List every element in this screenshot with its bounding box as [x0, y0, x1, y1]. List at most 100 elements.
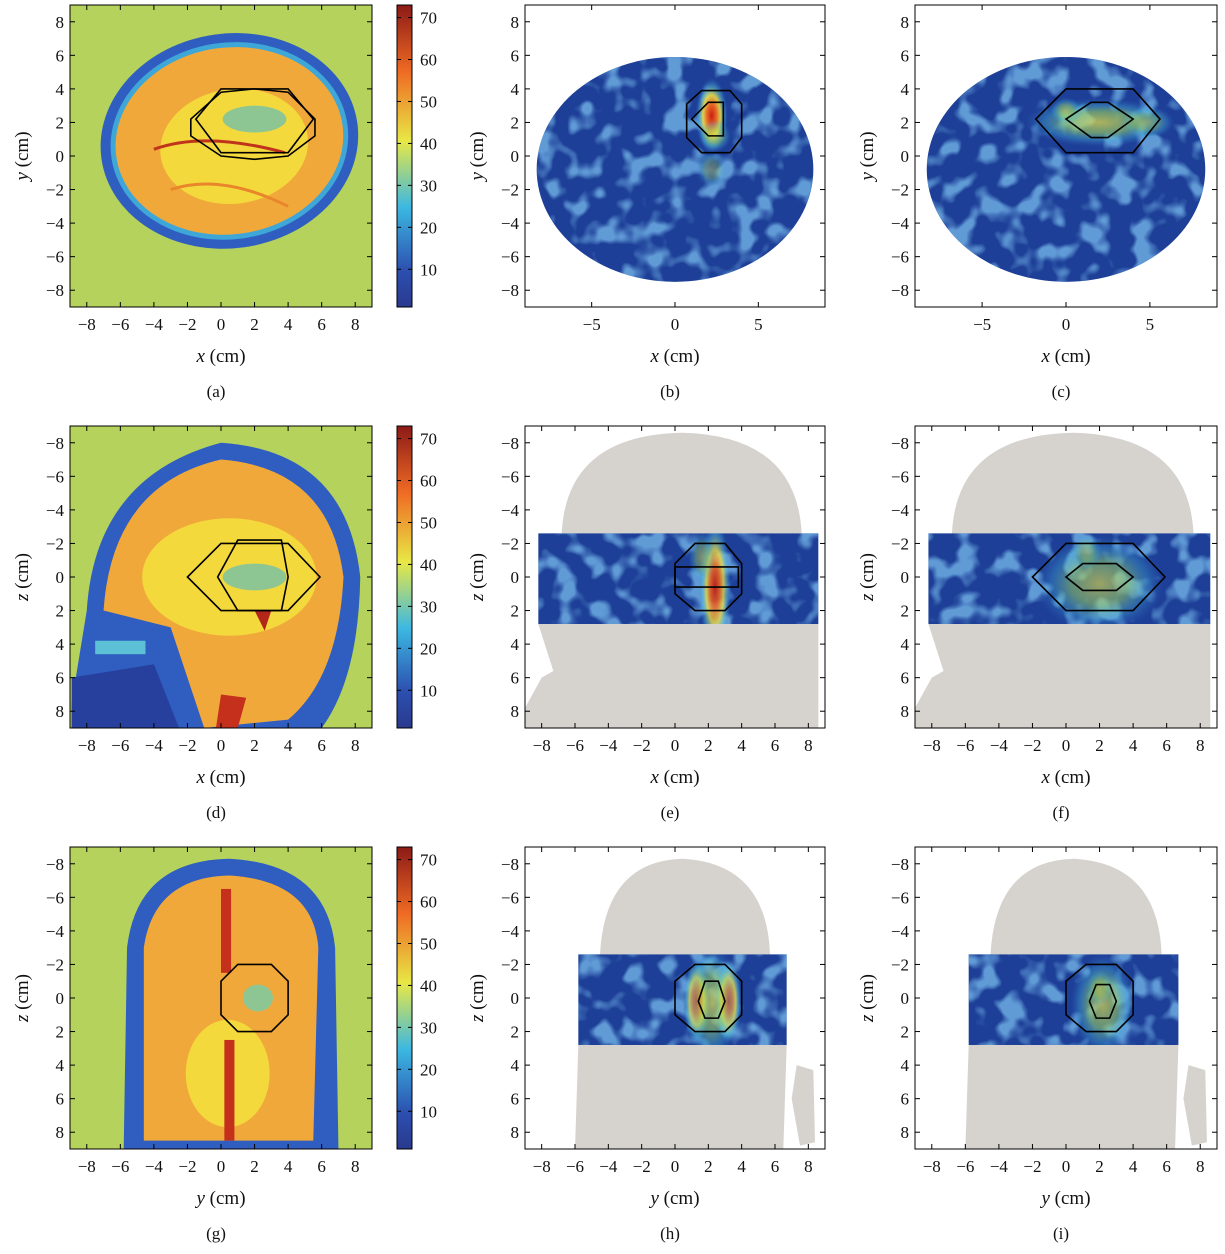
x-tick-label: 0	[217, 315, 226, 334]
y-tick-label: 4	[56, 80, 65, 99]
y-tick-label: 4	[511, 1056, 520, 1075]
x-tick-label: −2	[178, 1157, 196, 1176]
y-tick-label: −4	[501, 501, 520, 520]
y-tick-label: 2	[511, 1023, 520, 1042]
panel-caption: (e)	[661, 803, 680, 822]
y-axis-label: z (cm)	[12, 974, 33, 1023]
colorbar: 10 20 30 40 50 60 70	[396, 846, 437, 1150]
x-tick-label: 0	[1062, 736, 1071, 755]
y-tick-label: 2	[901, 113, 910, 132]
x-tick-label: 6	[771, 1157, 780, 1176]
x-tick-label: 5	[754, 315, 763, 334]
x-axis-label: x (cm)	[649, 767, 699, 788]
hotspot	[1070, 533, 1103, 571]
y-tick-label: −2	[46, 955, 64, 974]
y-axis-label: y (cm)	[857, 131, 878, 182]
panel-a: −8 −6 −4 −2 0 2 4 6 8 −8 −6 −4 −2 0 2 4 6 8 x (cm) y (cm) (a…	[12, 4, 437, 401]
tumor-contour	[697, 980, 726, 1019]
x-tick-label: −8	[78, 736, 96, 755]
x-tick-label: −6	[956, 736, 974, 755]
tumor-contour	[1065, 963, 1134, 1033]
y-tick-label: −8	[501, 281, 519, 300]
y-tick-label: 8	[56, 13, 65, 32]
y-tick-label: 0	[56, 568, 65, 587]
x-tick-label: −4	[145, 315, 164, 334]
x-axis-label: x (cm)	[195, 346, 245, 367]
x-tick-label: −8	[923, 1157, 941, 1176]
colorbar-tick-label: 20	[420, 218, 437, 237]
colorbar-tick-label: 20	[420, 639, 437, 658]
x-tick-label: −5	[973, 315, 991, 334]
x-tick-label: −6	[566, 736, 584, 755]
y-tick-label: −2	[891, 955, 909, 974]
y-tick-label: −4	[891, 501, 910, 520]
y-tick-label: −2	[891, 534, 909, 553]
x-tick-label: 4	[737, 736, 746, 755]
x-tick-label: 0	[671, 736, 680, 755]
x-tick-label: 2	[704, 1157, 713, 1176]
y-tick-label: −2	[46, 181, 64, 200]
y-tick-label: 0	[56, 147, 65, 166]
y-tick-label: 2	[56, 113, 65, 132]
y-tick-label: 6	[901, 1090, 910, 1109]
x-tick-label: 0	[217, 1157, 226, 1176]
y-tick-label: −6	[891, 467, 909, 486]
x-tick-label: −4	[145, 1157, 164, 1176]
panel-h: −8 −6 −4 −2 0 2 4 6 8 −8 −6 −4 −2 0 2 4 6 8 y (cm) z (cm) (h…	[467, 846, 826, 1243]
y-tick-label: −8	[891, 434, 909, 453]
colorbar-tick-label: 10	[420, 1102, 437, 1121]
x-tick-label: 4	[1129, 1157, 1138, 1176]
y-tick-label: 4	[511, 80, 520, 99]
panel-caption: (f)	[1053, 803, 1070, 822]
y-tick-label: 2	[901, 1023, 910, 1042]
colorbar: 10 20 30 40 50 60 70	[396, 4, 437, 308]
tumor-contour	[1088, 983, 1118, 1019]
colorbar-tick-label: 50	[420, 934, 437, 953]
y-tick-label: −4	[46, 501, 65, 520]
x-tick-label: 2	[250, 736, 259, 755]
tumor-contour	[674, 963, 743, 1033]
y-tick-label: −8	[46, 855, 64, 874]
y-tick-label: −6	[891, 248, 909, 267]
x-tick-label: 0	[671, 1157, 680, 1176]
tumor-region	[222, 563, 287, 591]
y-tick-label: 2	[511, 602, 520, 621]
x-tick-label: −4	[599, 736, 618, 755]
x-tick-label: 0	[217, 736, 226, 755]
x-tick-label: −4	[990, 736, 1009, 755]
plot-area	[915, 426, 1217, 728]
plot-area	[525, 847, 825, 1149]
x-tick-label: −6	[111, 1157, 129, 1176]
panel-caption: (b)	[660, 382, 680, 401]
x-tick-label: 2	[1095, 1157, 1104, 1176]
y-tick-label: −6	[46, 888, 64, 907]
y-tick-label: 2	[56, 1023, 65, 1042]
y-tick-label: 4	[56, 635, 65, 654]
x-tick-label: 8	[351, 315, 360, 334]
panel-f: −8 −6 −4 −2 0 2 4 6 8 −8 −6 −4 −2 0 2 4 6 8 x (cm) z (cm) (f…	[857, 425, 1218, 822]
tumor-contour	[220, 963, 289, 1033]
y-tick-label: 6	[901, 669, 910, 688]
y-tick-label: 4	[511, 635, 520, 654]
x-axis-label: y (cm)	[194, 1188, 245, 1209]
colorbar-tick-label: 70	[420, 430, 437, 449]
x-tick-label: −4	[990, 1157, 1009, 1176]
x-tick-label: 0	[1062, 1157, 1071, 1176]
y-tick-label: 0	[901, 147, 910, 166]
x-axis-label: x (cm)	[195, 767, 245, 788]
plot-area	[70, 5, 372, 307]
reconstruction-domain	[968, 954, 1179, 1045]
y-tick-label: 6	[511, 669, 520, 688]
y-tick-label: −2	[501, 181, 519, 200]
x-tick-label: 0	[1062, 315, 1071, 334]
x-tick-label: 8	[804, 736, 813, 755]
y-tick-label: −4	[501, 214, 520, 233]
x-tick-label: 6	[317, 736, 326, 755]
y-axis-label: z (cm)	[857, 974, 878, 1023]
x-tick-label: −6	[956, 1157, 974, 1176]
x-tick-label: 8	[1196, 1157, 1205, 1176]
tumor-region	[222, 105, 287, 133]
colorbar-tick-label: 40	[420, 976, 437, 995]
colorbar-tick-label: 60	[420, 51, 437, 70]
